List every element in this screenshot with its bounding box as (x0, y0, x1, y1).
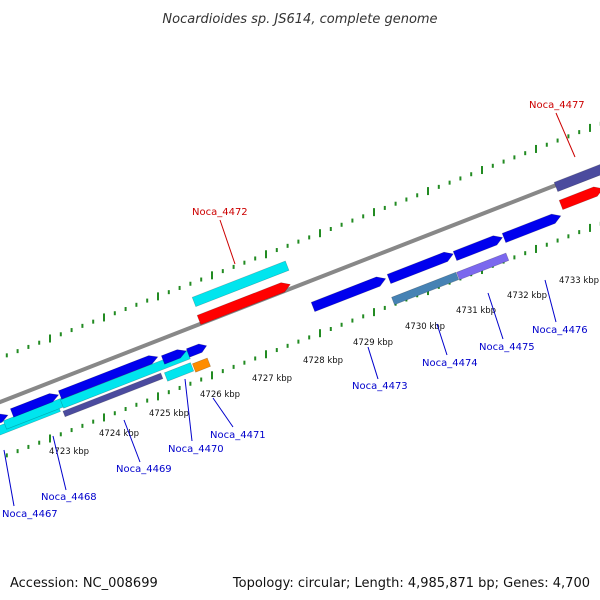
gene-label[interactable]: Noca_4472 (192, 207, 248, 218)
scale-label: 4731 kbp (456, 306, 496, 316)
gene-leader-line (544, 279, 557, 323)
gene-feature[interactable] (0, 411, 10, 431)
genome-summary-text: Topology: circular; Length: 4,985,871 bp… (232, 576, 590, 591)
tick-marks (5, 121, 600, 458)
gene-feature[interactable] (191, 260, 290, 308)
gene-labels: Noca_4467 Noca_4468 Noca_4469 Noca_4470 Noca… (2, 100, 588, 520)
gene-leader-line (219, 219, 236, 265)
gene-feature[interactable] (501, 211, 562, 244)
gene-feature[interactable] (310, 274, 387, 313)
scale-label: 4725 kbp (149, 409, 189, 419)
gene-feature[interactable] (386, 249, 455, 285)
gene-feature[interactable] (191, 357, 211, 373)
gene-leader-line (212, 397, 234, 428)
gene-label[interactable]: Noca_4475 (479, 342, 535, 353)
gene-label[interactable]: Noca_4476 (532, 325, 588, 336)
accession-text: Accession: NC_008699 (10, 576, 158, 591)
scale-label: 4726 kbp (200, 390, 240, 400)
gene-leader-line (3, 449, 15, 507)
scale-label: 4727 kbp (252, 374, 292, 384)
gene-label[interactable]: Noca_4467 (2, 509, 58, 520)
gene-feature[interactable] (160, 347, 188, 365)
scale-label: 4732 kbp (507, 291, 547, 301)
scale-label: 4728 kbp (303, 356, 343, 366)
gene-feature[interactable] (57, 353, 159, 400)
gene-label[interactable]: Noca_4473 (352, 381, 408, 392)
gene-feature[interactable] (163, 362, 195, 382)
gene-feature[interactable] (62, 372, 164, 418)
gene-leader-line (487, 292, 504, 340)
gene-feature[interactable] (9, 391, 60, 418)
gene-feature[interactable] (59, 350, 191, 409)
scale-label: 4724 kbp (99, 429, 139, 439)
gene-feature[interactable] (391, 271, 460, 306)
gene-feature[interactable] (456, 252, 510, 281)
gene-leader-line (123, 419, 141, 463)
gene-leader-line (367, 346, 379, 380)
map-title: Nocardioides sp. JS614, complete genome (162, 12, 437, 27)
gene-feature[interactable] (452, 233, 504, 262)
gene-label[interactable]: Noca_4474 (422, 358, 478, 369)
gene-label[interactable]: Noca_4471 (210, 430, 266, 441)
scale-labels: 4723 kbp 4724 kbp 4725 kbp 4726 kbp 4727 kbp… (49, 276, 599, 457)
gene-feature[interactable] (196, 280, 292, 326)
gene-label[interactable]: Noca_4468 (41, 492, 97, 503)
scale-label: 4730 kbp (405, 322, 445, 332)
gene-feature[interactable] (553, 163, 600, 193)
genome-backbone (0, 165, 600, 405)
gene-label[interactable]: Noca_4477 (529, 100, 585, 111)
gene-leader-line (52, 435, 67, 491)
gene-leader-line (184, 378, 193, 442)
gene-feature[interactable] (558, 184, 600, 211)
gene-label[interactable]: Noca_4469 (116, 464, 172, 475)
scale-label: 4733 kbp (559, 276, 599, 286)
scale-label: 4729 kbp (353, 338, 393, 348)
gene-features (0, 163, 600, 445)
gene-feature[interactable] (185, 342, 208, 358)
scale-label: 4723 kbp (49, 447, 89, 457)
gene-leader-line (555, 112, 576, 158)
gene-leader-line (436, 323, 448, 356)
gene-label[interactable]: Noca_4470 (168, 444, 224, 455)
